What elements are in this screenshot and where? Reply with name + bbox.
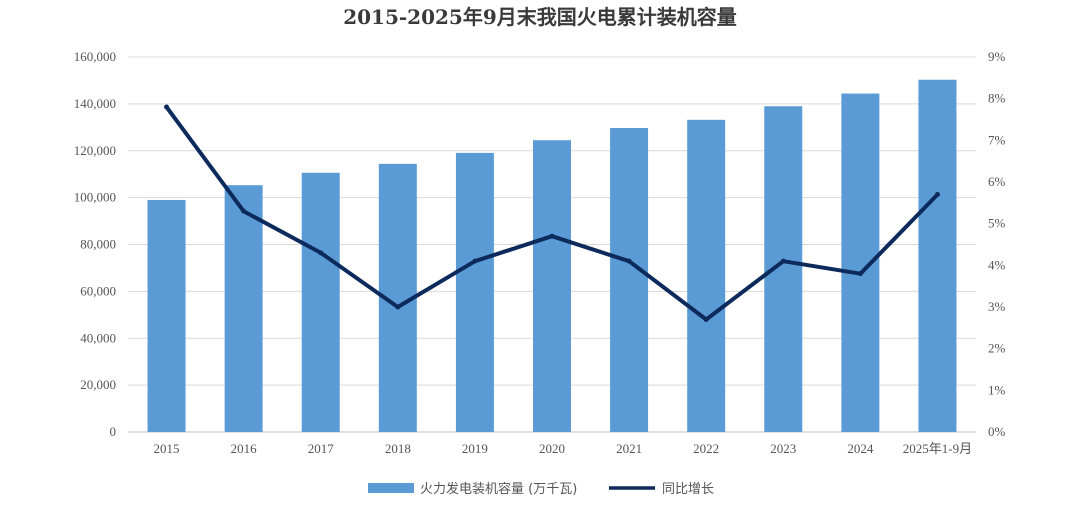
- y-left-tick-label: 60,000: [80, 283, 116, 298]
- y-right-tick-label: 1%: [988, 382, 1006, 397]
- y-left-tick-label: 120,000: [74, 143, 116, 158]
- y-right-tick-label: 8%: [988, 91, 1006, 106]
- chart-title: 2015-2025年9月末我国火电累计装机容量: [343, 5, 737, 29]
- x-tick-label: 2020: [539, 441, 565, 456]
- y-left-tick-label: 0: [110, 424, 117, 439]
- axes: 0 20,000 40,000 60,000 80,000 100,000 120,000 1…: [74, 49, 1006, 456]
- line-point: [934, 192, 940, 197]
- bar: [224, 185, 263, 432]
- line-point: [626, 258, 632, 264]
- legend-label-line: 同比增长: [662, 482, 714, 497]
- x-tick-label: 2019: [462, 441, 488, 456]
- x-tick-label: 2018: [385, 441, 411, 456]
- x-tick-label: 2021: [616, 441, 642, 456]
- y-left-tick-label: 20,000: [80, 377, 116, 392]
- y-right-tick-label: 3%: [988, 299, 1006, 314]
- x-tick-label: 2016: [231, 441, 258, 456]
- line-point: [318, 250, 324, 256]
- x-tick-label: 2024: [847, 441, 874, 456]
- bar: [687, 119, 726, 432]
- y-right-tick-label: 7%: [988, 132, 1006, 147]
- y-left-tick-label: 100,000: [74, 190, 116, 205]
- y-right-tick-label: 4%: [988, 257, 1006, 272]
- y-left-tick-label: 160,000: [74, 49, 116, 64]
- legend: 火力发电装机容量 (万千瓦) 同比增长: [368, 481, 714, 497]
- y-right-tick-label: 2%: [988, 341, 1006, 356]
- line-point: [703, 317, 709, 322]
- line-series: [164, 104, 940, 322]
- bar: [610, 128, 649, 432]
- y-left-tick-label: 140,000: [74, 96, 116, 111]
- line-point: [395, 304, 401, 310]
- y-right-tick-label: 0%: [988, 424, 1006, 439]
- bar: [147, 199, 186, 432]
- bar: [301, 172, 340, 432]
- line-point: [780, 258, 786, 264]
- y-left-tick-label: 40,000: [80, 330, 116, 345]
- x-tick-label: 2025年1-9月: [903, 441, 972, 456]
- line-point: [857, 271, 863, 277]
- bar-series: [147, 79, 957, 432]
- line-point: [241, 208, 247, 214]
- y-left-tick-label: 80,000: [80, 237, 116, 252]
- y-right-tick-label: 9%: [988, 49, 1006, 64]
- legend-label-bars: 火力发电装机容量 (万千瓦): [420, 481, 577, 497]
- y-right-tick-label: 6%: [988, 174, 1006, 189]
- x-tick-label: 2017: [308, 441, 335, 456]
- line-point: [549, 233, 555, 239]
- legend-swatch-bars: [368, 483, 414, 493]
- line-point: [164, 104, 170, 110]
- x-tick-label: 2022: [693, 441, 719, 456]
- bar: [918, 79, 957, 432]
- y-right-tick-label: 5%: [988, 216, 1006, 231]
- x-tick-label: 2015: [154, 441, 180, 456]
- x-tick-label: 2023: [770, 441, 796, 456]
- bar: [533, 140, 571, 432]
- bar: [455, 152, 494, 432]
- line-point: [472, 258, 478, 264]
